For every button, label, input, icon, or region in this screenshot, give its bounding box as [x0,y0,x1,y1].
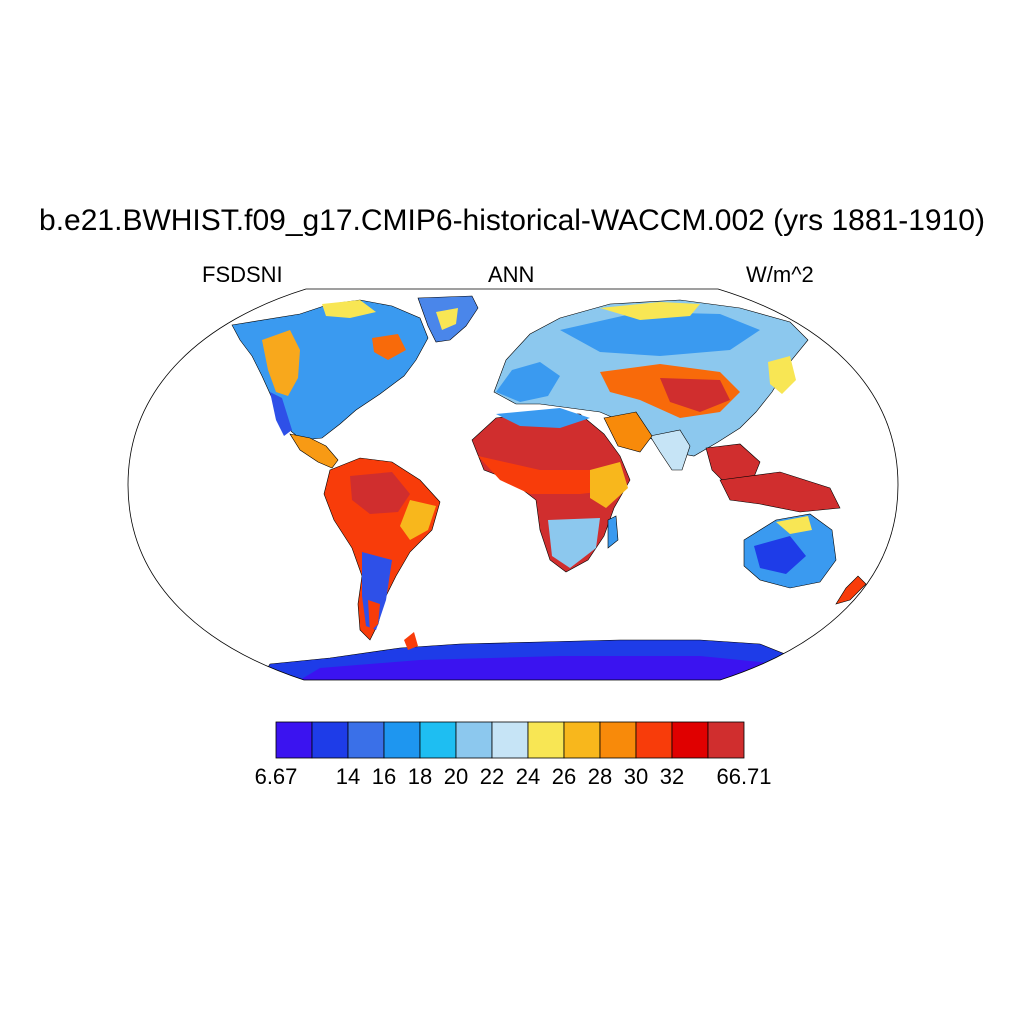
colorbar-swatch [419,721,457,759]
madagascar-region [607,515,619,549]
map-boundary [127,288,899,681]
india-region [649,429,691,471]
antarctic-peninsula [404,632,418,650]
greenland-interior [436,308,458,330]
southern-africa-region [548,518,600,568]
western-north-america-region [262,330,300,396]
colorbar-tick-label: 16 [371,764,397,789]
colorbar-tick-label: 66.71 [716,764,772,789]
plot-title: b.e21.BWHIST.f09_g17.CMIP6-historical-WA… [39,204,985,237]
eastern-brazil-region [400,500,436,540]
australia-interior [754,536,806,574]
east-africa-region [590,462,628,508]
arctic-russia-region [600,302,700,320]
colorbar-swatch [635,721,673,759]
patagonia-region [368,600,380,632]
tibet-region [660,378,730,412]
variable-label: FSDSNI [202,262,283,287]
colorbar-swatch [275,721,313,759]
colorbar-swatch [527,721,565,759]
colorbar-swatch [383,721,421,759]
mexico-region [289,433,339,469]
colorbar-tick-label: 26 [551,764,577,789]
colorbar-tick-label: 24 [515,764,541,789]
colorbar-tick-label: 18 [407,764,433,789]
colorbar-swatch [707,721,745,759]
west-coast-region [270,392,292,436]
north-america-region [231,299,429,441]
colorbar-tick-label: 30 [623,764,649,789]
colorbar-tick-label: 14 [335,764,361,789]
colorbar-swatch [671,721,709,759]
colorbar-swatch [347,721,385,759]
maritime-continent-region [719,471,841,513]
colorbar-tick-label: 22 [479,764,505,789]
colorbar-swatch [311,721,349,759]
europe-region [496,362,560,402]
colorbar-swatch [599,721,637,759]
colorbar-tick-label: 28 [587,764,613,789]
arabia-region [603,411,653,453]
antarctica-interior [300,656,800,680]
northern-australia-region [776,516,812,534]
colorbar [275,721,745,759]
colorbar-tick-label: 32 [659,764,685,789]
colorbar-tick-label: 20 [443,764,469,789]
arctic-canada-region [322,300,376,318]
colorbar-swatch [491,721,529,759]
far-east-region [768,356,796,394]
hudson-region [372,334,406,360]
colorbar-swatch [563,721,601,759]
amazon-region [350,472,410,514]
colorbar-tick-label: 6.67 [254,764,298,789]
siberia-region [560,312,760,356]
north-africa-coast-region [496,408,590,428]
season-label: ANN [488,262,535,287]
new-zealand-region [835,575,867,605]
colorbar-swatch [455,721,493,759]
sahel-region [478,456,614,494]
units-label: W/m^2 [746,262,814,287]
